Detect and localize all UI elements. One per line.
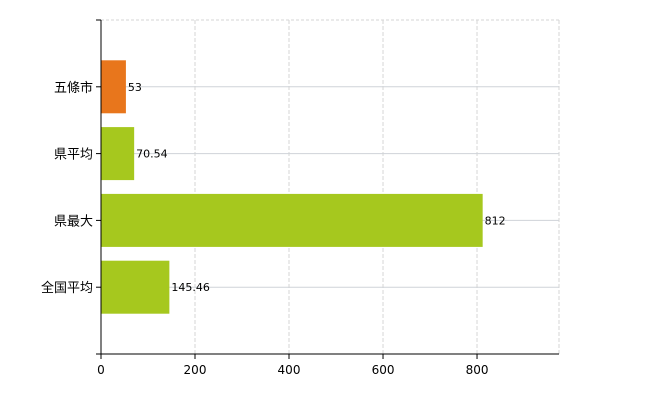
bar-value-label: 70.54 <box>136 148 168 161</box>
category-label: 五條市 <box>54 80 93 96</box>
category-label: 県最大 <box>54 214 93 229</box>
x-tick-label: 0 <box>97 363 105 377</box>
bar-3 <box>101 193 483 247</box>
category-label: 全国平均 <box>41 280 93 296</box>
x-tick-label: 200 <box>184 363 207 377</box>
bar-1 <box>101 60 126 114</box>
bar-value-label: 145.46 <box>171 281 210 294</box>
bar-value-label: 53 <box>128 81 142 94</box>
bar-4 <box>101 260 170 314</box>
x-tick-label: 400 <box>278 363 301 377</box>
x-tick-label: 600 <box>372 363 395 377</box>
bar-2 <box>101 127 135 181</box>
x-tick-label: 800 <box>466 363 489 377</box>
category-label: 県平均 <box>54 148 93 163</box>
bar-value-label: 812 <box>485 214 506 227</box>
